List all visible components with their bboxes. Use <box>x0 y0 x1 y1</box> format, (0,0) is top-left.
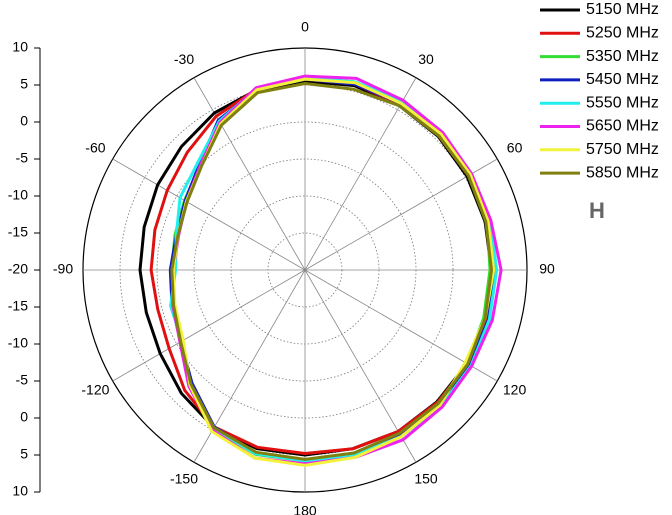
angle-label: 30 <box>418 51 434 67</box>
angle-label: -90 <box>53 261 73 277</box>
spoke <box>193 77 306 271</box>
y-tick-label: -15 <box>8 224 28 240</box>
y-tick-label: -10 <box>8 335 28 351</box>
legend-label: 5150 MHz <box>586 1 659 18</box>
y-tick-label: 0 <box>20 409 28 425</box>
y-tick-label: -20 <box>8 261 28 277</box>
spoke <box>112 158 306 271</box>
legend-label: 5250 MHz <box>586 25 659 42</box>
angle-label: 180 <box>293 503 317 515</box>
angle-label: 120 <box>503 382 527 398</box>
legend-label: 5350 MHz <box>586 48 659 65</box>
y-tick-label: 10 <box>12 39 28 55</box>
y-tick-label: 5 <box>20 76 28 92</box>
y-tick-label: -5 <box>16 372 29 388</box>
spoke <box>304 158 498 271</box>
angle-label: -120 <box>81 382 109 398</box>
y-tick-label: -15 <box>8 298 28 314</box>
annotation: H <box>589 198 605 223</box>
spoke <box>304 77 417 271</box>
legend-label: 5450 MHz <box>586 71 659 88</box>
angle-label: -30 <box>174 51 194 67</box>
angle-label: 0 <box>301 19 309 35</box>
y-tick-label: 5 <box>20 446 28 462</box>
spoke <box>112 269 306 382</box>
angle-label: 150 <box>414 470 438 486</box>
y-tick-label: -5 <box>16 150 29 166</box>
y-tick-label: 10 <box>12 483 28 499</box>
legend-label: 5850 MHz <box>586 164 659 181</box>
angle-label: -150 <box>170 470 198 486</box>
trace <box>170 82 493 461</box>
angle-label: 90 <box>539 261 555 277</box>
angle-label: -60 <box>85 140 105 156</box>
spoke <box>193 269 306 463</box>
trace <box>169 76 499 463</box>
legend-label: 5550 MHz <box>586 94 659 111</box>
angle-label: 60 <box>507 140 523 156</box>
y-tick-label: -10 <box>8 187 28 203</box>
legend-label: 5650 MHz <box>586 118 659 135</box>
y-tick-label: 0 <box>20 113 28 129</box>
legend-label: 5750 MHz <box>586 141 659 158</box>
